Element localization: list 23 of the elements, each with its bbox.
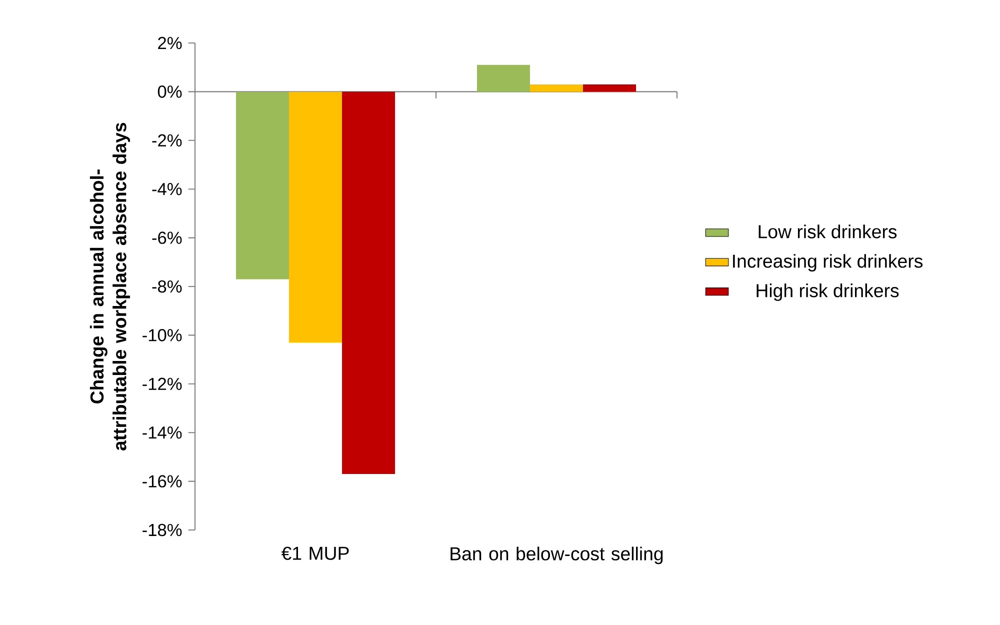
bar	[583, 84, 636, 92]
bar	[342, 92, 396, 474]
x-tick-label: €1 MUP	[281, 546, 349, 560]
y-tick-label: -14%	[142, 426, 182, 439]
y-tick-label: -2%	[152, 134, 182, 146]
y-tick-label: -16%	[142, 475, 182, 488]
y-axis-title: Change in annual alcohol-attributable workplace absence days	[90, 122, 130, 450]
x-tick-label: Ban on below-cost selling	[450, 546, 663, 564]
legend-label: Increasing risk drinkers	[733, 254, 923, 272]
legend-label: High risk drinkers	[756, 284, 899, 301]
y-tick-label: 2%	[158, 36, 182, 50]
y-tick-label: -8%	[152, 280, 182, 293]
bar	[530, 84, 584, 92]
bar	[476, 64, 530, 92]
y-tick-label: -12%	[142, 378, 182, 390]
y-tick-label: -6%	[152, 232, 182, 244]
y-tick-label: -10%	[142, 329, 182, 342]
bar	[236, 92, 289, 280]
y-tick-label: -4%	[152, 183, 182, 196]
y-tick-label: 0%	[158, 86, 182, 98]
bar	[288, 92, 342, 343]
legend-label: Low risk drinkers	[758, 224, 897, 238]
y-tick-label: -18%	[142, 524, 182, 536]
